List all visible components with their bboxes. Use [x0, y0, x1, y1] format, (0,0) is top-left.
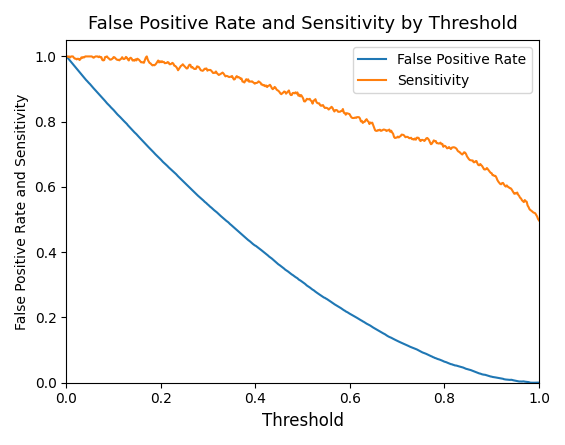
False Positive Rate [288, 271, 294, 276]
Sensitivity [536, 218, 542, 223]
Line: False Positive Rate: False Positive Rate [66, 57, 539, 383]
False Positive Rate [344, 310, 351, 315]
False Positive Rate [319, 294, 325, 299]
Sensitivity [288, 92, 295, 97]
Sensitivity [64, 54, 71, 59]
Y-axis label: False Positive Rate and Sensitivity: False Positive Rate and Sensitivity [15, 93, 29, 330]
False Positive Rate [536, 380, 542, 385]
Title: False Positive Rate and Sensitivity by Threshold: False Positive Rate and Sensitivity by T… [88, 15, 518, 33]
False Positive Rate [531, 380, 538, 385]
Sensitivity [345, 111, 352, 116]
False Positive Rate [450, 362, 457, 368]
Sensitivity [291, 91, 298, 96]
Sensitivity [320, 102, 327, 108]
False Positive Rate [524, 379, 531, 384]
X-axis label: Threshold: Threshold [262, 412, 344, 430]
Legend: False Positive Rate, Sensitivity: False Positive Rate, Sensitivity [353, 47, 532, 93]
Line: Sensitivity: Sensitivity [66, 57, 539, 220]
False Positive Rate [290, 273, 297, 279]
False Positive Rate [63, 54, 69, 59]
Sensitivity [63, 54, 69, 59]
Sensitivity [451, 145, 458, 150]
Sensitivity [525, 204, 532, 210]
